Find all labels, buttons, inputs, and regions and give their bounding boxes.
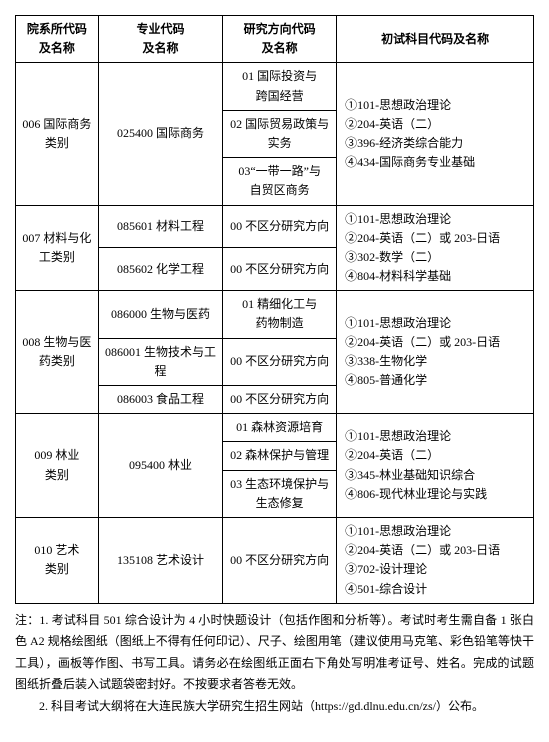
major-006: 025400 国际商务 <box>98 63 222 205</box>
dept-007: 007 材料与化工类别 <box>16 205 99 291</box>
dept-009: 009 林业类别 <box>16 414 99 518</box>
dept-010: 010 艺术类别 <box>16 517 99 603</box>
dept-006: 006 国际商务类别 <box>16 63 99 205</box>
major-008-2: 086001 生物技术与工程 <box>98 338 222 385</box>
dir-007-2: 00 不区分研究方向 <box>223 248 337 291</box>
notes-section: 注：1. 考试科目 501 综合设计为 4 小时快题设计（包括作图和分析等）。考… <box>15 610 534 718</box>
dir-008-2: 00 不区分研究方向 <box>223 338 337 385</box>
exam-007: ①101-思想政治理论 ②204-英语（二）或 203-日语 ③302-数学（二… <box>337 205 534 291</box>
dir-006-2: 02 国际贸易政策与实务 <box>223 110 337 157</box>
major-007-2: 085602 化学工程 <box>98 248 222 291</box>
major-008-3: 086003 食品工程 <box>98 386 222 414</box>
header-major: 专业代码及名称 <box>98 16 222 63</box>
program-table: 院系所代码及名称 专业代码及名称 研究方向代码及名称 初试科目代码及名称 006… <box>15 15 534 604</box>
dir-006-3: 03“一带一路”与自贸区商务 <box>223 158 337 205</box>
dir-008-1: 01 精细化工与药物制造 <box>223 291 337 338</box>
exam-010: ①101-思想政治理论 ②204-英语（二）或 203-日语 ③702-设计理论… <box>337 517 534 603</box>
dir-006-1: 01 国际投资与跨国经营 <box>223 63 337 110</box>
header-direction: 研究方向代码及名称 <box>223 16 337 63</box>
dir-007-1: 00 不区分研究方向 <box>223 205 337 248</box>
exam-009: ①101-思想政治理论 ②204-英语（二） ③345-林业基础知识综合 ④80… <box>337 414 534 518</box>
note-2: 2. 科目考试大纲将在大连民族大学研究生招生网站（https://gd.dlnu… <box>15 696 534 718</box>
header-exam: 初试科目代码及名称 <box>337 16 534 63</box>
dir-009-2: 02 森林保护与管理 <box>223 442 337 470</box>
dir-010: 00 不区分研究方向 <box>223 517 337 603</box>
dir-009-1: 01 森林资源培育 <box>223 414 337 442</box>
exam-006: ①101-思想政治理论 ②204-英语（二） ③396-经济类综合能力 ④434… <box>337 63 534 205</box>
major-010: 135108 艺术设计 <box>98 517 222 603</box>
major-009: 095400 林业 <box>98 414 222 518</box>
dept-008: 008 生物与医药类别 <box>16 291 99 414</box>
note-1: 注：1. 考试科目 501 综合设计为 4 小时快题设计（包括作图和分析等）。考… <box>15 610 534 696</box>
header-dept: 院系所代码及名称 <box>16 16 99 63</box>
major-007-1: 085601 材料工程 <box>98 205 222 248</box>
dir-009-3: 03 生态环境保护与生态修复 <box>223 470 337 517</box>
major-008-1: 086000 生物与医药 <box>98 291 222 338</box>
exam-008: ①101-思想政治理论 ②204-英语（二）或 203-日语 ③338-生物化学… <box>337 291 534 414</box>
dir-008-3: 00 不区分研究方向 <box>223 386 337 414</box>
